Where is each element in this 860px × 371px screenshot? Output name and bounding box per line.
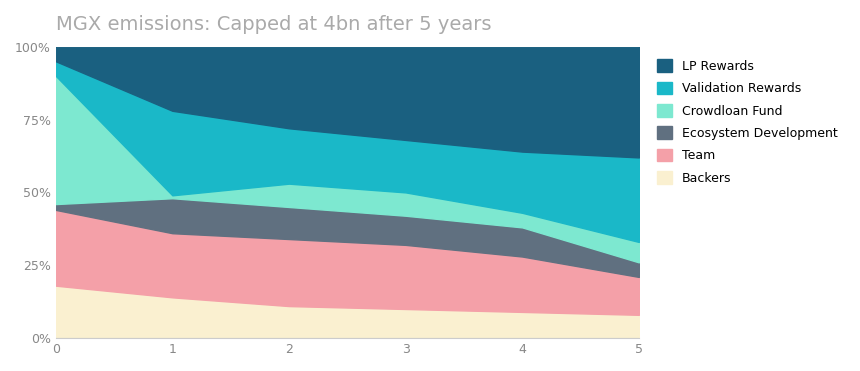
Text: MGX emissions: Capped at 4bn after 5 years: MGX emissions: Capped at 4bn after 5 yea… [56, 15, 491, 34]
Legend: LP Rewards, Validation Rewards, Crowdloan Fund, Ecosystem Development, Team, Bac: LP Rewards, Validation Rewards, Crowdloa… [651, 53, 845, 191]
